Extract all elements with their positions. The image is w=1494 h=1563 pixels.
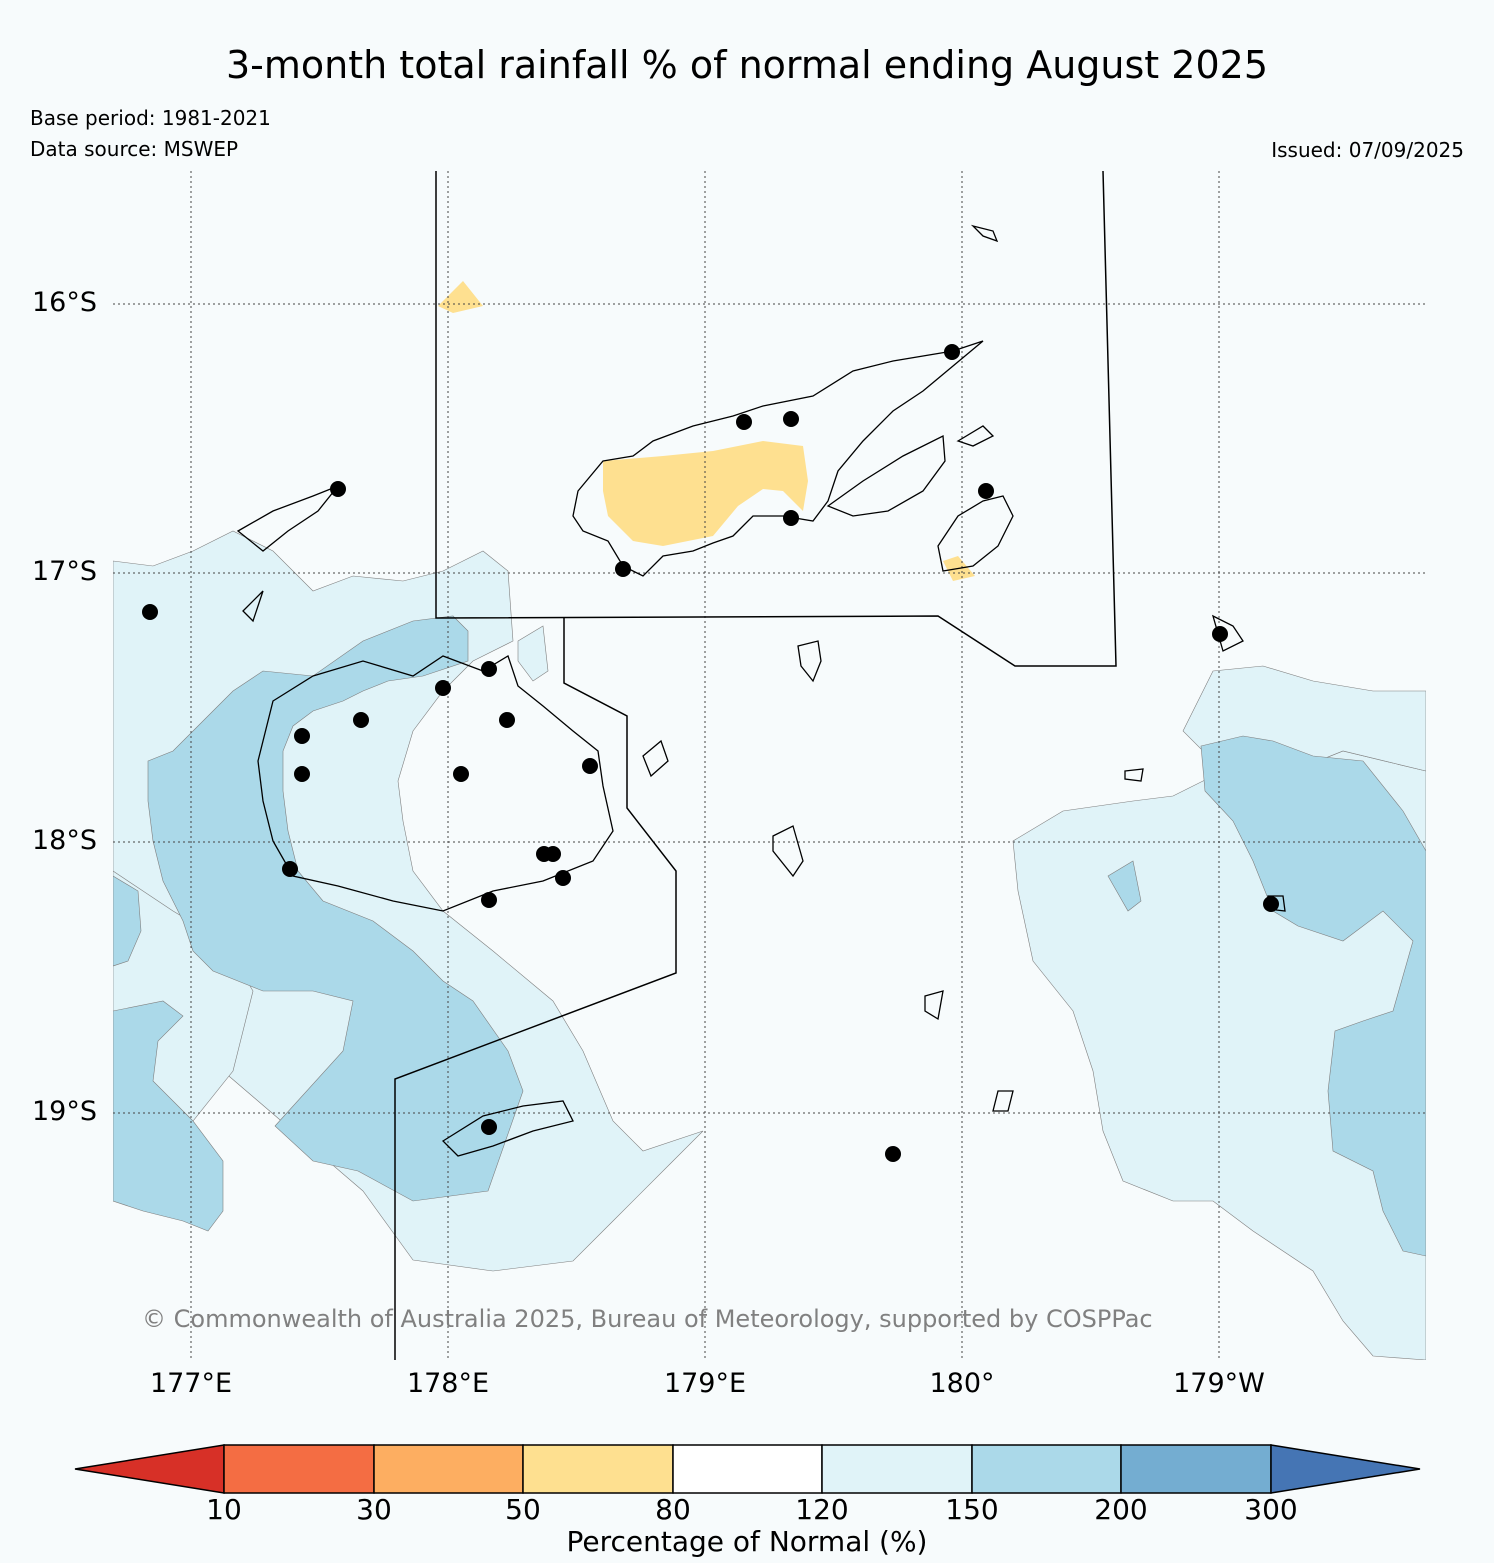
lat-label-18s: 18°S	[32, 825, 97, 856]
colorbar	[74, 1444, 1421, 1494]
colorbar-tick-10: 10	[206, 1493, 242, 1526]
lon-label-179w: 179°W	[1173, 1368, 1265, 1399]
division-boundaries	[394, 171, 1117, 1360]
lon-label-177e: 177°E	[149, 1368, 233, 1399]
colorbar-extend-high	[1270, 1444, 1421, 1494]
colorbar-label: Percentage of Normal (%)	[566, 1525, 928, 1558]
contour-150-200	[113, 615, 1426, 1257]
colorbar-segment-10-30	[223, 1444, 375, 1494]
colorbar-segment-120-150	[821, 1444, 973, 1494]
lat-label-17s: 17°S	[32, 556, 97, 587]
colorbar-extend-low	[74, 1444, 225, 1494]
map-title: 3-month total rainfall % of normal endin…	[226, 43, 1268, 87]
base-period: Base period: 1981-2021	[30, 106, 271, 130]
graticule	[113, 171, 1426, 1360]
issued-date: Issued: 07/09/2025	[1271, 138, 1464, 162]
lon-label-179e: 179°E	[663, 1368, 747, 1399]
colorbar-segment-80-120	[672, 1444, 823, 1494]
colorbar-segment-50-80	[522, 1444, 674, 1494]
rainfall-map	[113, 171, 1426, 1360]
lat-label-19s: 19°S	[32, 1096, 97, 1127]
colorbar-tick-200: 200	[1094, 1493, 1148, 1526]
colorbar-segment-150-200	[971, 1444, 1122, 1494]
colorbar-tick-50: 50	[505, 1493, 541, 1526]
lon-label-180: 180°	[929, 1368, 995, 1399]
lon-label-178e: 178°E	[406, 1368, 490, 1399]
colorbar-tick-120: 120	[795, 1493, 849, 1526]
colorbar-segment-30-50	[373, 1444, 524, 1494]
colorbar-tick-80: 80	[655, 1493, 691, 1526]
colorbar-tick-30: 30	[356, 1493, 392, 1526]
colorbar-segment-200-300	[1120, 1444, 1272, 1494]
data-source: Data source: MSWEP	[30, 137, 239, 161]
station-markers	[142, 344, 1279, 1162]
lat-label-16s: 16°S	[32, 287, 97, 318]
colorbar-tick-150: 150	[945, 1493, 999, 1526]
copyright-notice: © Commonwealth of Australia 2025, Bureau…	[142, 1305, 1153, 1333]
colorbar-tick-300: 300	[1244, 1493, 1298, 1526]
